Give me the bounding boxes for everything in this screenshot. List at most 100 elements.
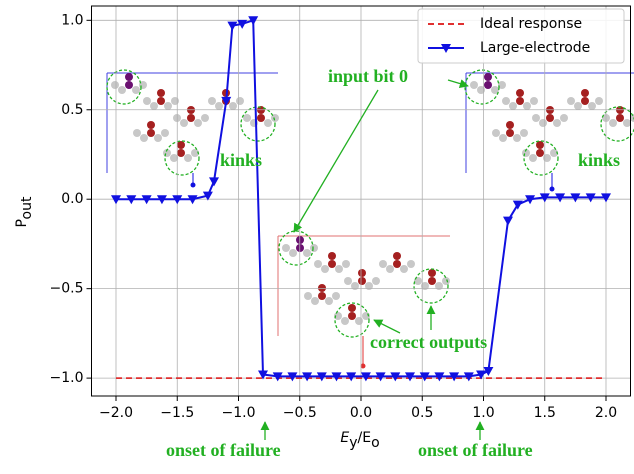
atom bbox=[282, 244, 290, 252]
pointer-dot bbox=[190, 182, 196, 188]
annotation-arrow bbox=[293, 89, 379, 233]
y-label-sub: out bbox=[19, 196, 35, 219]
x-tick-label: 1.5 bbox=[534, 405, 556, 421]
atom bbox=[428, 277, 436, 285]
ring bbox=[600, 106, 634, 142]
atom bbox=[529, 154, 537, 162]
atom bbox=[400, 265, 408, 273]
atom bbox=[550, 149, 558, 157]
marker bbox=[346, 372, 357, 382]
marker bbox=[539, 193, 550, 203]
atom bbox=[157, 97, 165, 105]
atom bbox=[520, 129, 528, 137]
y-axis-label: Pout bbox=[14, 196, 35, 227]
y-tick-label: 0.5 bbox=[61, 102, 83, 118]
atom bbox=[264, 119, 272, 127]
atom bbox=[342, 260, 350, 268]
marker bbox=[227, 21, 238, 31]
ring bbox=[413, 268, 449, 304]
y-tick-label: −1.0 bbox=[50, 370, 84, 386]
atom bbox=[177, 141, 185, 149]
marker bbox=[141, 195, 152, 205]
atom bbox=[506, 121, 514, 129]
atom bbox=[351, 282, 359, 290]
atom bbox=[143, 97, 151, 105]
atom bbox=[236, 97, 244, 105]
atom bbox=[393, 252, 401, 260]
annotation: kinks bbox=[220, 150, 262, 170]
atom bbox=[484, 81, 492, 89]
ring bbox=[240, 106, 276, 142]
x-tick-label: 0.0 bbox=[350, 405, 372, 421]
atom bbox=[532, 114, 540, 122]
marker bbox=[360, 372, 371, 382]
ring bbox=[334, 302, 370, 338]
atom bbox=[310, 244, 318, 252]
atom bbox=[393, 260, 401, 268]
atom bbox=[311, 297, 319, 305]
atom bbox=[150, 102, 158, 110]
marker bbox=[209, 177, 219, 187]
y-label-main: P bbox=[14, 219, 30, 227]
marker bbox=[476, 370, 487, 380]
y-tick-label: 1.0 bbox=[61, 12, 83, 28]
atom bbox=[170, 154, 178, 162]
atom bbox=[543, 154, 551, 162]
x-label-part: /E bbox=[358, 430, 372, 446]
marker bbox=[111, 195, 121, 205]
atom bbox=[154, 134, 162, 142]
pointer-dot bbox=[360, 363, 366, 369]
atom bbox=[536, 141, 544, 149]
x-tick-label: −1.5 bbox=[160, 405, 194, 421]
marker bbox=[434, 372, 445, 382]
atom bbox=[574, 102, 582, 110]
atom bbox=[215, 102, 223, 110]
atom bbox=[523, 102, 531, 110]
atom bbox=[560, 114, 568, 122]
marker bbox=[585, 193, 596, 203]
atom bbox=[492, 129, 500, 137]
atom bbox=[344, 277, 352, 285]
atom bbox=[379, 260, 387, 268]
marker bbox=[237, 19, 248, 29]
atom bbox=[257, 114, 265, 122]
y-tick-label: 0.0 bbox=[61, 191, 83, 207]
annotation: correct outputs bbox=[370, 332, 487, 352]
atom bbox=[386, 265, 394, 273]
atom bbox=[513, 134, 521, 142]
marker bbox=[570, 193, 581, 203]
atom bbox=[588, 102, 596, 110]
marker bbox=[483, 366, 494, 376]
atom bbox=[118, 86, 126, 94]
marker bbox=[316, 372, 327, 382]
atom bbox=[609, 119, 617, 127]
atom bbox=[318, 284, 326, 292]
marker bbox=[419, 372, 430, 382]
y-tick-label: −0.5 bbox=[50, 281, 84, 297]
marker bbox=[272, 372, 283, 382]
annotation: onset of failure bbox=[418, 440, 533, 460]
annotation-arrow bbox=[373, 319, 401, 334]
marker bbox=[405, 372, 415, 382]
marker bbox=[449, 372, 460, 382]
ring bbox=[164, 140, 200, 176]
atom bbox=[421, 282, 429, 290]
atom bbox=[498, 81, 506, 89]
atom bbox=[509, 102, 517, 110]
atom bbox=[125, 73, 133, 81]
atom bbox=[161, 129, 169, 137]
x-tick-label: −2.0 bbox=[99, 405, 133, 421]
atom bbox=[314, 260, 322, 268]
marker bbox=[258, 370, 268, 380]
atom bbox=[132, 86, 140, 94]
x-label-sub: o bbox=[371, 435, 380, 451]
atom bbox=[208, 97, 216, 105]
marker bbox=[601, 193, 611, 203]
atom bbox=[111, 81, 119, 89]
x-label-part: E bbox=[340, 430, 349, 446]
marker bbox=[331, 372, 342, 382]
atom bbox=[164, 102, 172, 110]
marker bbox=[512, 200, 523, 210]
atom bbox=[180, 119, 188, 127]
